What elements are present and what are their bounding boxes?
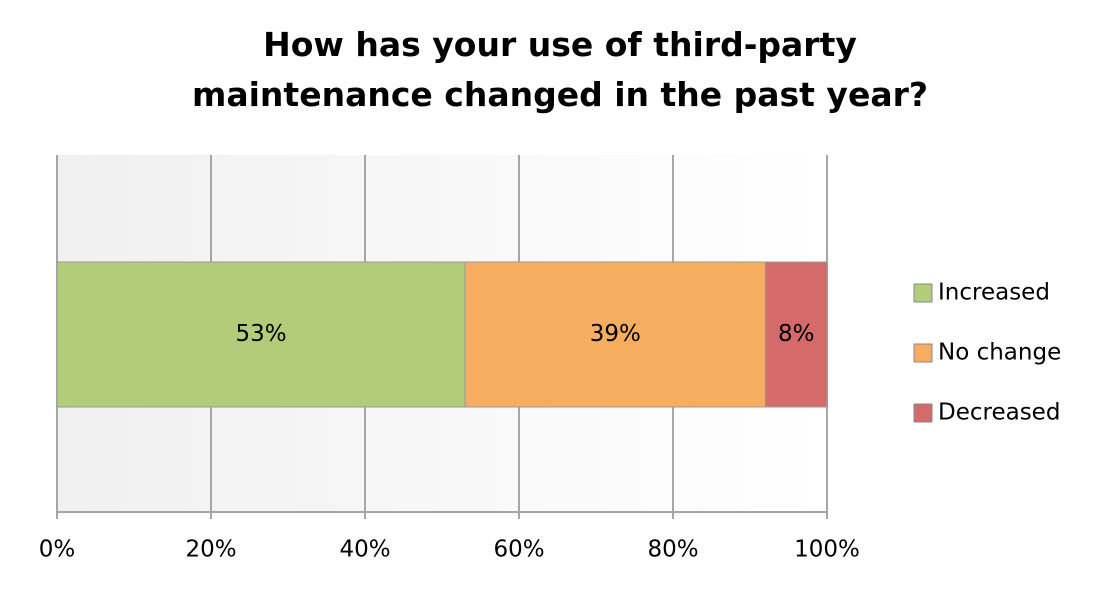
x-tick-label: 80% (647, 537, 698, 563)
bar-segment (764, 261, 828, 408)
data-label: 53% (235, 321, 286, 347)
legend-label: Decreased (938, 400, 1060, 426)
x-tick-label: 40% (339, 537, 390, 563)
data-label: 8% (778, 321, 815, 347)
bar-segment (56, 261, 466, 408)
legend-swatch (913, 283, 933, 303)
x-tick-label: 100% (794, 537, 860, 563)
x-tick-label: 0% (39, 537, 76, 563)
chart-title: How has your use of third-party maintena… (191, 25, 929, 114)
legend-swatch (913, 343, 933, 363)
x-tick-label: 60% (493, 537, 544, 563)
data-label: 39% (590, 321, 641, 347)
legend-swatch (913, 403, 933, 423)
legend-label: No change (938, 340, 1061, 366)
legend-label: Increased (938, 280, 1050, 306)
x-tick-label: 20% (185, 537, 236, 563)
